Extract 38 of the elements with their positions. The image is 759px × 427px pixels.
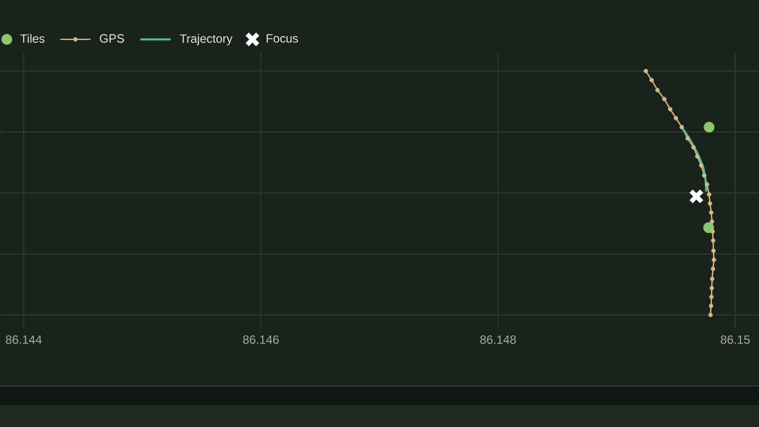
x-tick-label: 86.148 xyxy=(480,335,516,344)
point xyxy=(704,122,714,133)
legend-label: GPS xyxy=(100,34,124,43)
point xyxy=(662,96,667,102)
point xyxy=(695,154,700,159)
point xyxy=(685,136,690,141)
point xyxy=(668,106,672,112)
point xyxy=(710,266,716,272)
point xyxy=(710,238,716,243)
point xyxy=(708,304,714,308)
point xyxy=(680,124,684,130)
x-tick-label: 86.146 xyxy=(243,335,279,344)
point xyxy=(711,248,716,253)
point xyxy=(706,192,712,197)
point xyxy=(674,116,678,120)
point xyxy=(708,201,712,206)
point xyxy=(688,188,704,204)
point xyxy=(709,210,714,215)
point xyxy=(712,258,716,262)
point xyxy=(703,222,714,234)
point xyxy=(709,294,714,300)
point xyxy=(644,68,648,74)
x-tick-label: 86.144 xyxy=(6,335,42,344)
point xyxy=(710,286,714,290)
point xyxy=(710,219,714,224)
point xyxy=(708,312,713,318)
legend-label: Focus xyxy=(266,34,298,43)
x-tick-label: 86.15 xyxy=(720,335,750,344)
legend-label: Tiles xyxy=(20,34,44,43)
point xyxy=(704,182,710,187)
point xyxy=(655,88,660,92)
legend-label: Trajectory xyxy=(180,34,232,46)
point xyxy=(710,229,715,234)
point xyxy=(649,78,654,82)
point xyxy=(702,173,706,178)
point xyxy=(699,163,704,168)
point xyxy=(710,276,714,282)
point xyxy=(691,145,696,150)
